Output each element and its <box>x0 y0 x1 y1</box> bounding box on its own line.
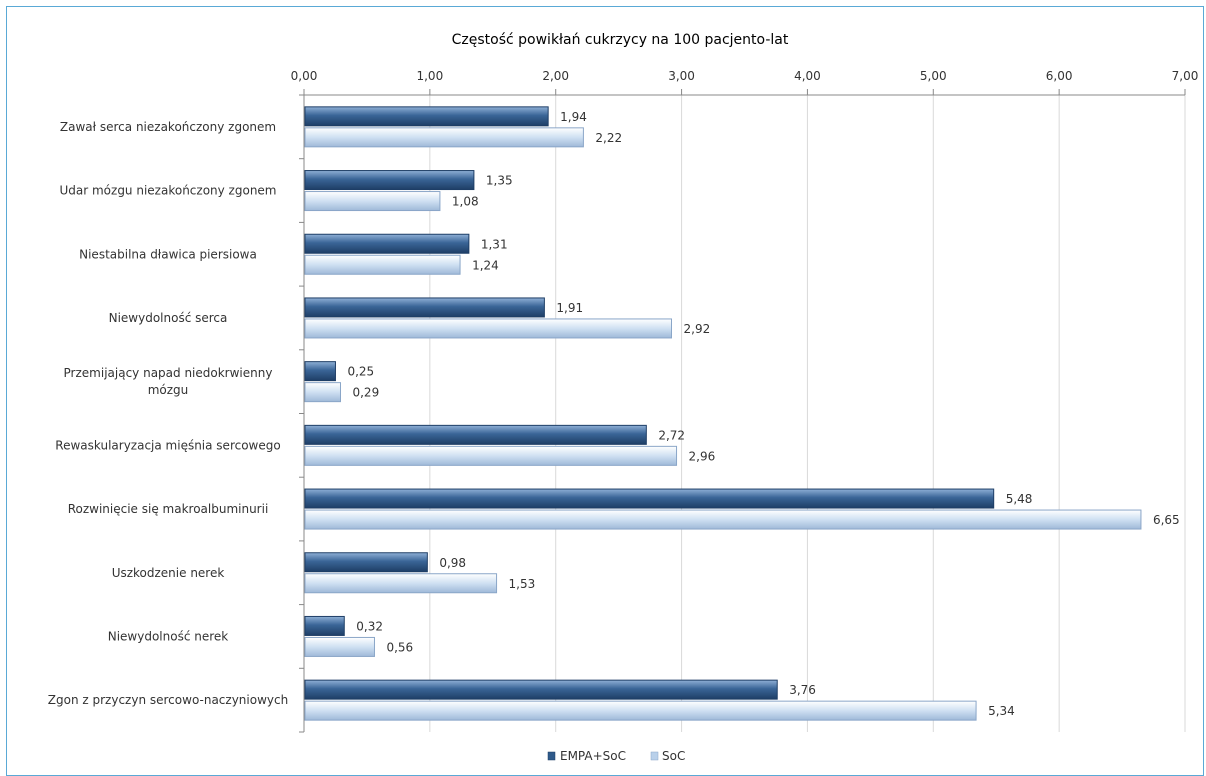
legend-swatch-soc <box>650 751 659 761</box>
data-label: 1,35 <box>486 174 513 188</box>
data-label: 5,34 <box>988 704 1015 718</box>
bar-empa-soc <box>304 233 470 254</box>
bar-empa-soc <box>304 615 345 636</box>
chart-frame <box>6 6 1204 776</box>
data-label: 1,31 <box>481 237 508 251</box>
data-label: 3,76 <box>789 683 816 697</box>
data-label: 2,92 <box>684 322 711 336</box>
category-label: Przemijający napad niedokrwienny mózgu <box>64 366 273 397</box>
bar-soc <box>304 700 977 721</box>
data-label: 0,29 <box>352 386 379 400</box>
data-labels: 1,94 1,35 1,31 1,91 0,25 2,72 5,48 0,98 0,32 3,76… <box>347 110 1179 718</box>
x-tick-label: 2,00 <box>542 69 569 83</box>
data-label: 2,96 <box>689 449 716 463</box>
x-tick-label: 1,00 <box>416 69 443 83</box>
data-label: 5,48 <box>1006 492 1033 506</box>
x-tick-label: 0,00 <box>291 69 318 83</box>
bar-soc <box>304 127 584 148</box>
bars <box>304 106 1142 721</box>
bar-soc <box>304 509 1142 530</box>
data-label: 0,56 <box>386 640 413 654</box>
bar-empa-soc <box>304 679 778 700</box>
bar-empa-soc <box>304 552 428 573</box>
bar-soc <box>304 191 441 212</box>
category-label: Uszkodzenie nerek <box>112 566 225 580</box>
data-label: 1,08 <box>452 195 479 209</box>
data-label: 2,72 <box>658 428 685 442</box>
data-label: 0,32 <box>356 619 383 633</box>
bar-empa-soc <box>304 297 545 318</box>
bar-soc <box>304 636 375 657</box>
data-label: 1,94 <box>560 110 587 124</box>
data-label: 1,91 <box>556 301 583 315</box>
bar-soc <box>304 318 673 339</box>
bar-empa-soc <box>304 170 475 191</box>
category-label: Zgon z przyczyn sercowo-naczyniowych <box>48 693 288 707</box>
data-label: 2,22 <box>595 131 622 145</box>
data-label: 1,24 <box>472 258 499 272</box>
bar-soc <box>304 573 498 594</box>
bar-empa-soc <box>304 488 995 509</box>
legend-label-soc: SoC <box>662 749 685 763</box>
bar-soc <box>304 382 341 403</box>
data-label: 6,65 <box>1153 513 1180 527</box>
bar-empa-soc <box>304 106 549 127</box>
category-label: Rewaskularyzacja mięśnia sercowego <box>55 438 280 452</box>
category-label: Niewydolność nerek <box>108 629 229 643</box>
data-label: 0,25 <box>347 365 374 379</box>
category-label: Udar mózgu niezakończony zgonem <box>59 184 276 198</box>
bar-soc <box>304 254 461 275</box>
x-tick-label: 7,00 <box>1172 69 1199 83</box>
x-axis-ticks: 0,00 1,00 2,00 3,00 4,00 5,00 6,00 7,00 <box>291 69 1199 733</box>
x-tick-label: 5,00 <box>920 69 947 83</box>
legend-label-empa: EMPA+SoC <box>560 749 626 763</box>
bar-empa-soc <box>304 424 647 445</box>
x-tick-label: 6,00 <box>1046 69 1073 83</box>
x-tick-label: 3,00 <box>668 69 695 83</box>
data-label: 1,53 <box>509 577 536 591</box>
legend: EMPA+SoC SoC <box>547 749 685 763</box>
bar-empa-soc <box>304 361 336 382</box>
grid-layer <box>303 95 1186 732</box>
category-label: Niestabilna dławica piersiowa <box>79 247 257 261</box>
category-label: Niewydolność serca <box>109 311 228 325</box>
category-label: Rozwinięcie się makroalbuminurii <box>68 502 269 516</box>
legend-swatch-empa <box>547 751 556 761</box>
data-label: 0,98 <box>439 556 466 570</box>
x-tick-label: 4,00 <box>794 69 821 83</box>
category-label: Zawał serca niezakończony zgonem <box>60 120 276 134</box>
chart-title: Częstość powikłań cukrzycy na 100 pacjen… <box>452 32 789 48</box>
bar-soc <box>304 445 678 466</box>
category-labels: Zawał serca niezakończony zgonem Udar móz… <box>48 120 288 707</box>
